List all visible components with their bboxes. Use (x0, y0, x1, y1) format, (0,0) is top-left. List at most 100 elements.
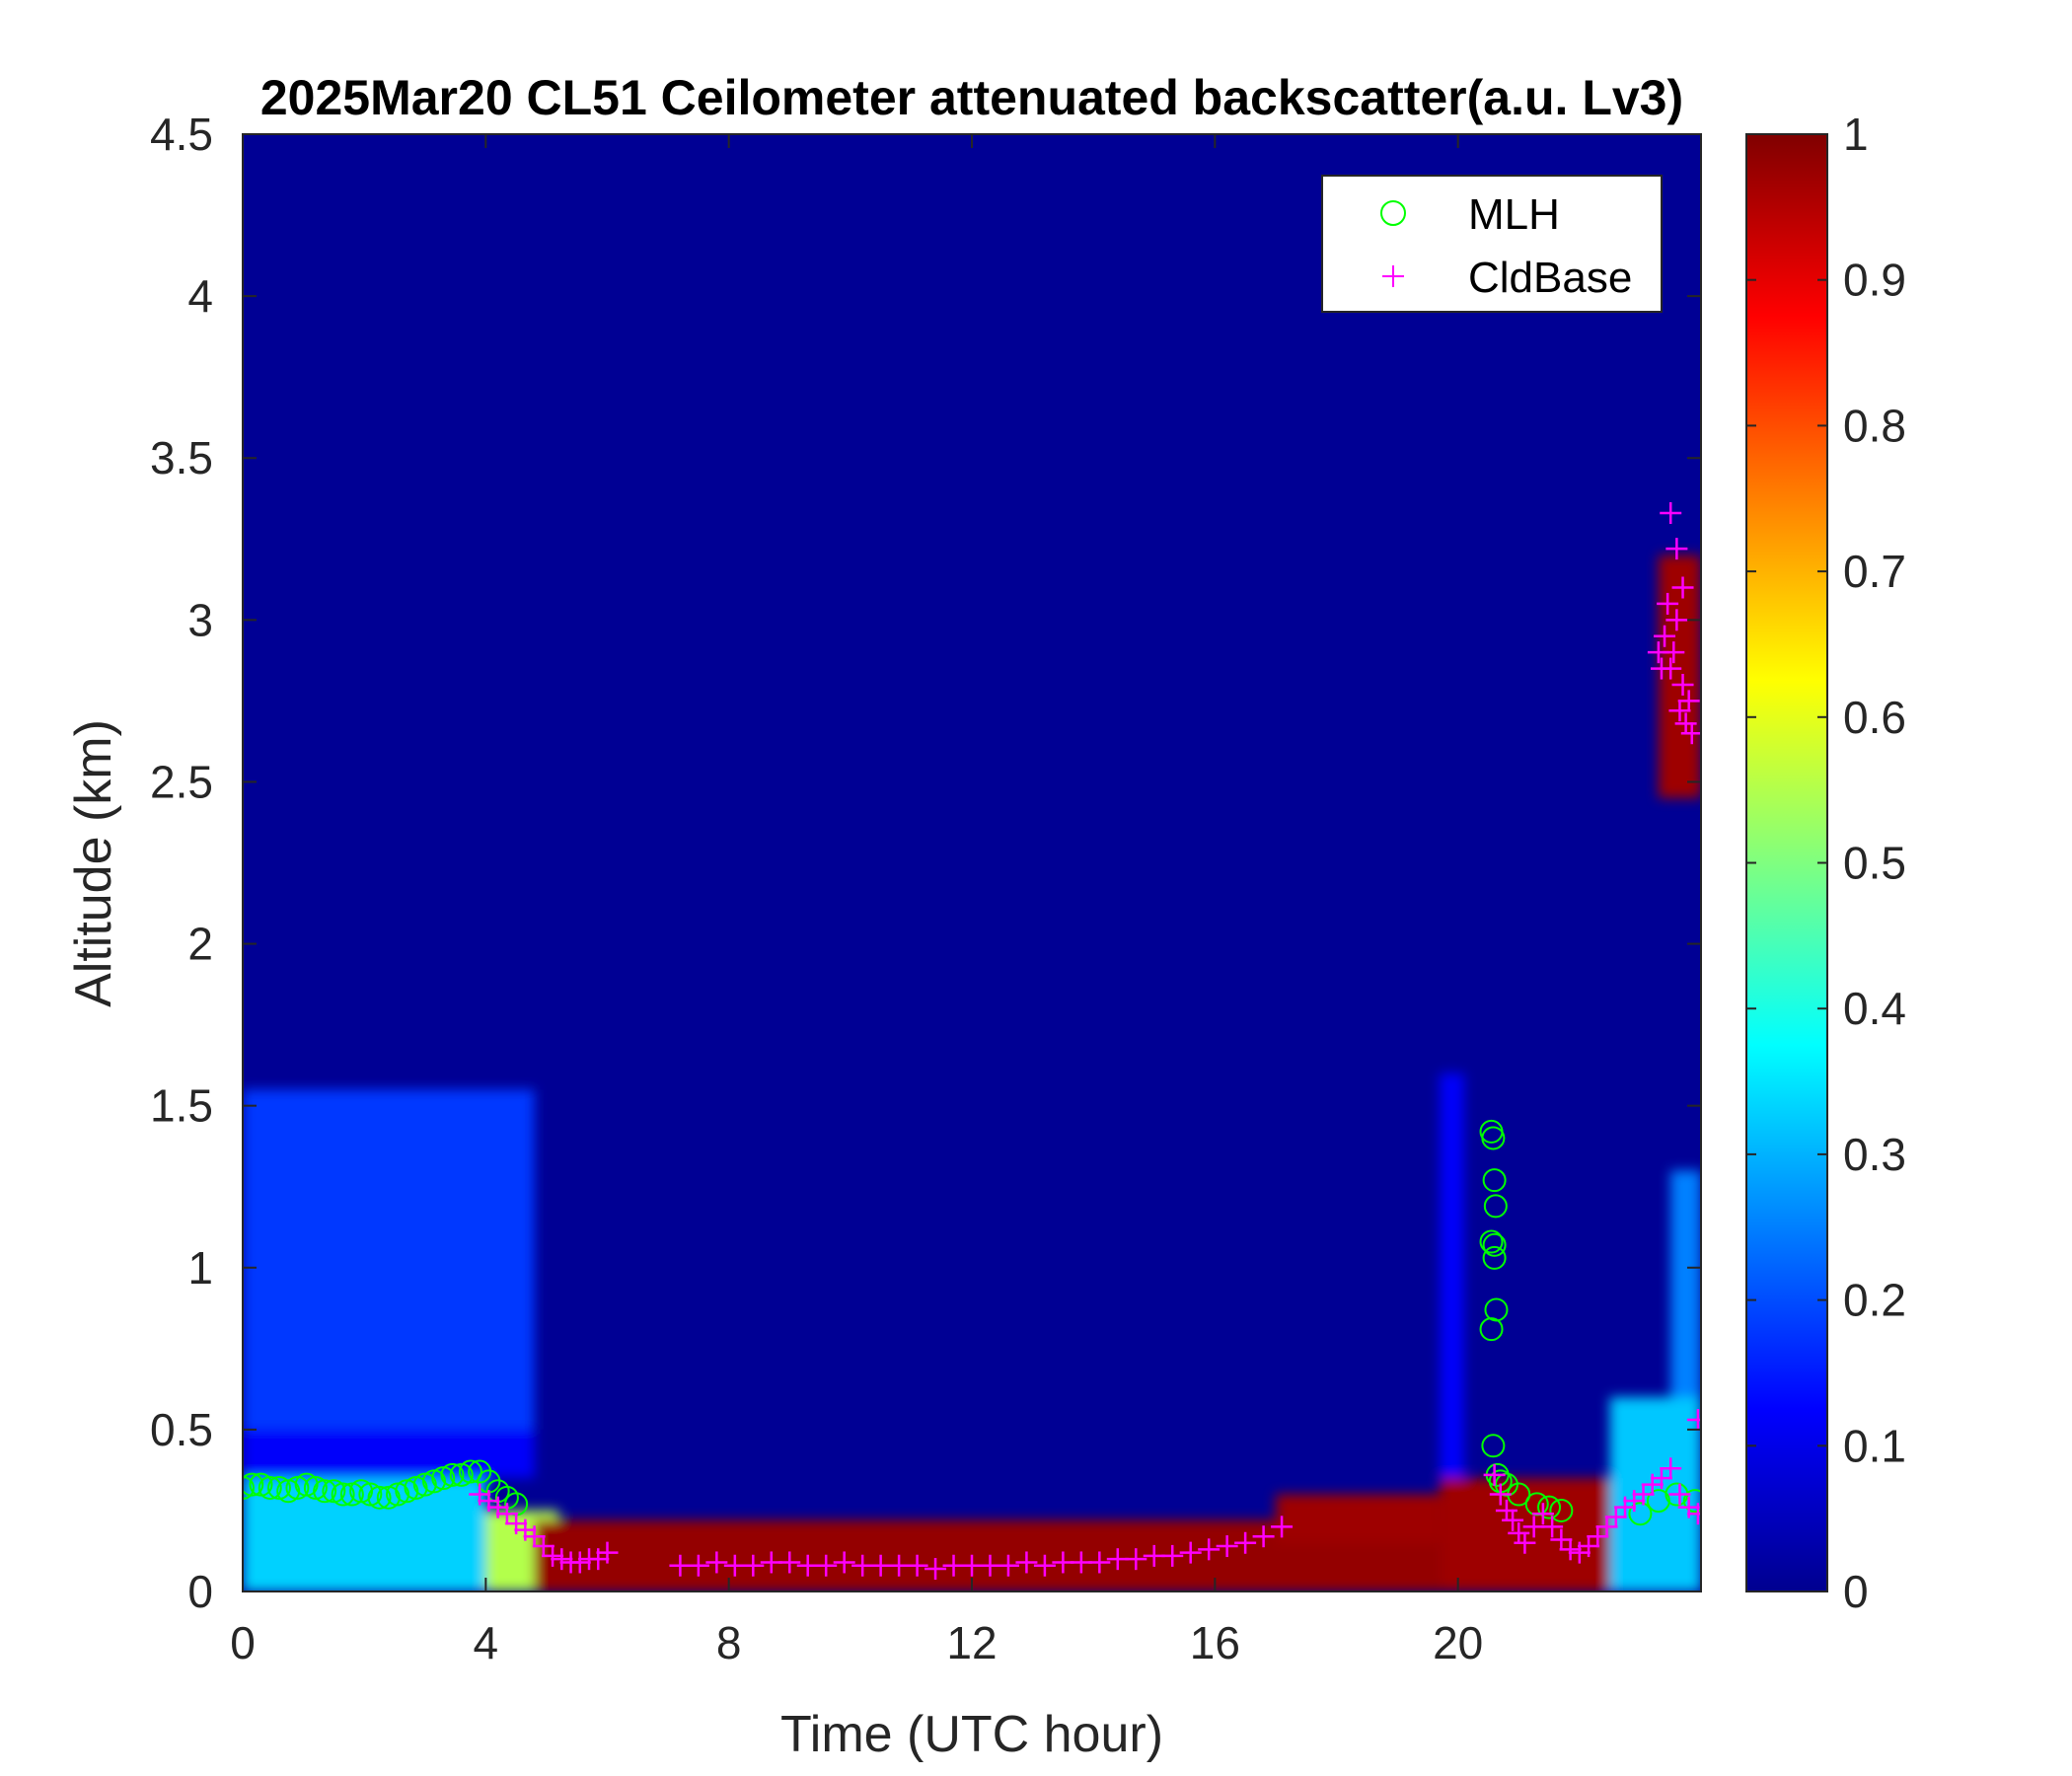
mlh-marker (395, 1479, 419, 1504)
cldbase-marker (851, 1554, 874, 1577)
cldbase-marker (523, 1525, 546, 1548)
cldbase-marker (705, 1551, 728, 1574)
y-tick-label: 0.5 (150, 1404, 213, 1455)
cldbase-marker (1052, 1551, 1074, 1574)
cldbase-marker (1541, 1516, 1564, 1538)
cldbase-marker (1686, 1503, 1701, 1525)
legend-mlh-label: MLH (1468, 190, 1560, 239)
mlh-marker (249, 1472, 273, 1497)
cldbase-marker (596, 1541, 619, 1564)
colorbar-tick-label: 0.4 (1843, 983, 1906, 1034)
cldbase-marker (796, 1554, 819, 1577)
cldbase-marker (1559, 1538, 1582, 1561)
cldbase-marker (833, 1551, 855, 1574)
heatmap-region-afternoon-rise (1275, 1494, 1441, 1543)
colorbar-tick-label: 0.2 (1843, 1275, 1906, 1326)
cldbase-marker (669, 1554, 692, 1577)
x-tick-label: 8 (716, 1617, 742, 1668)
x-tick-label: 4 (474, 1617, 499, 1668)
y-axis-label: Altitude (km) (65, 719, 122, 1007)
cldbase-marker (760, 1551, 782, 1574)
mlh-marker (1537, 1495, 1562, 1519)
mlh-marker (243, 1472, 264, 1497)
cldbase-marker (1070, 1551, 1092, 1574)
mlh-marker (386, 1482, 410, 1507)
mlh-marker (1479, 1229, 1504, 1254)
cldbase-marker (1686, 1409, 1701, 1432)
plot-area (243, 134, 1701, 1591)
mlh-marker (412, 1472, 437, 1497)
cldbase-marker (1522, 1516, 1545, 1538)
colorbar-tick-label: 0.9 (1843, 255, 1906, 306)
cldbase-marker (687, 1554, 709, 1577)
mlh-marker (1481, 1126, 1506, 1150)
mlh-marker (349, 1479, 374, 1504)
cldbase-marker (1680, 722, 1701, 745)
cldbase-marker (979, 1554, 1001, 1577)
cldbase-marker (1677, 690, 1700, 712)
cldbase-marker (1660, 1457, 1682, 1480)
mlh-marker (1482, 1168, 1507, 1193)
cldbase-marker (1550, 1528, 1573, 1551)
cldbase-marker (542, 1544, 564, 1567)
cldbase-marker (1650, 1467, 1672, 1490)
colorbar-tick-label: 0.7 (1843, 546, 1906, 597)
chart-title: 2025Mar20 CL51 Ceilometer attenuated bac… (260, 70, 1683, 125)
legend-cldbase-marker-icon (1382, 265, 1404, 287)
cldbase-marker (1252, 1525, 1275, 1548)
cldbase-marker (551, 1548, 573, 1571)
x-tick-label: 12 (946, 1617, 997, 1668)
cldbase-marker (997, 1554, 1019, 1577)
cldbase-marker (815, 1554, 838, 1577)
mlh-marker (339, 1482, 364, 1507)
x-axis-label: Time (UTC hour) (780, 1706, 1163, 1763)
cldbase-marker (1668, 1483, 1691, 1506)
colorbar-ticks: 0 0.1 0.2 0.3 0.4 0.5 0.6 0.7 0.8 0.9 1 (1746, 109, 1906, 1617)
y-tick-label: 3.5 (150, 432, 213, 483)
cldbase-marker (1595, 1516, 1618, 1538)
cldbase-marker (723, 1554, 746, 1577)
cldbase-marker (1531, 1503, 1554, 1525)
colorbar-gradient (1745, 133, 1828, 1592)
legend-box (1321, 175, 1663, 313)
cldbase-marker (1483, 1463, 1506, 1486)
colorbar-tick-label: 1 (1843, 109, 1869, 160)
x-axis: 0 4 8 12 16 20 (230, 134, 1483, 1668)
mlh-marker (1628, 1502, 1653, 1526)
cldbase-marker (888, 1554, 911, 1577)
marker-layer (243, 502, 1701, 1581)
mlh-marker (266, 1475, 291, 1500)
x-tick-label: 16 (1190, 1617, 1240, 1668)
cldbase-marker (906, 1554, 928, 1577)
cldbase-marker (1106, 1548, 1129, 1571)
legend-cldbase-label: CldBase (1468, 254, 1632, 302)
colorbar-tick-label: 0 (1843, 1566, 1869, 1617)
mlh-marker (322, 1479, 346, 1504)
mlh-marker (276, 1479, 301, 1504)
heatmap-region-late-column (1670, 1170, 1701, 1398)
cldbase-marker (1657, 592, 1679, 615)
cldbase-marker (1489, 1483, 1512, 1506)
cldbase-marker (1125, 1548, 1147, 1571)
cldbase-marker (1654, 625, 1676, 647)
mlh-marker (331, 1482, 355, 1507)
y-tick-label: 2 (187, 919, 213, 970)
cldbase-marker (1143, 1544, 1165, 1567)
cldbase-marker (925, 1558, 947, 1581)
y-tick-label: 2.5 (150, 756, 213, 807)
cldbase-marker (532, 1535, 555, 1558)
mlh-marker (449, 1462, 474, 1487)
cldbase-marker (1671, 673, 1694, 696)
mlh-marker (440, 1462, 465, 1487)
y-tick-label: 3 (187, 594, 213, 645)
x-tick-label: 20 (1433, 1617, 1483, 1668)
cldbase-marker (1665, 538, 1688, 560)
mlh-marker (243, 1475, 255, 1500)
mlh-marker (1481, 1434, 1506, 1458)
cldbase-marker (961, 1554, 983, 1577)
y-tick-label: 1.5 (150, 1080, 213, 1132)
y-tick-label: 1 (187, 1242, 213, 1294)
colorbar-tick-label: 0.6 (1843, 692, 1906, 743)
cldbase-marker (1033, 1554, 1056, 1577)
